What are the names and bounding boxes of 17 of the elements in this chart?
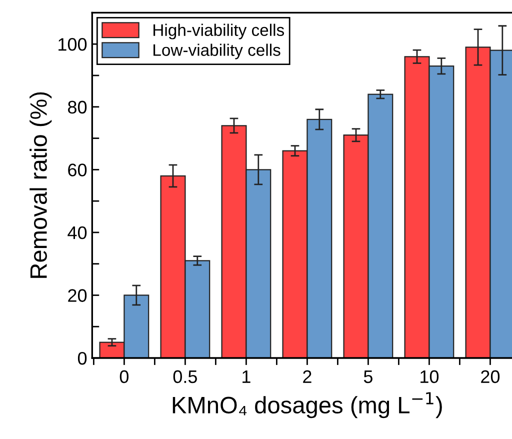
legend-label: High-viability cells xyxy=(154,24,284,40)
y-tick-label: 40 xyxy=(68,226,87,240)
y-axis-title: Removal ratio (%) xyxy=(30,92,52,278)
x-tick-label: 5 xyxy=(364,370,372,384)
y-tick-label: 100 xyxy=(58,38,87,51)
y-tick-label: 60 xyxy=(68,164,87,176)
x-tick-label: 20 xyxy=(481,370,500,384)
x-tick-label: 0.5 xyxy=(173,370,197,384)
y-tick-label: 20 xyxy=(68,289,87,302)
x-tick-label: 1 xyxy=(242,370,250,383)
y-tick-label: 0 xyxy=(78,352,87,365)
y-tick-label: 80 xyxy=(68,100,87,114)
x-tick-label: 10 xyxy=(420,370,439,384)
x-tick-label: 2 xyxy=(303,370,312,383)
x-tick-label: 0 xyxy=(120,370,128,384)
x-axis-title: KMnO₄ dosages (mg L$^{−1}$) xyxy=(172,392,442,418)
legend-label: Low-viability cells xyxy=(154,44,280,60)
